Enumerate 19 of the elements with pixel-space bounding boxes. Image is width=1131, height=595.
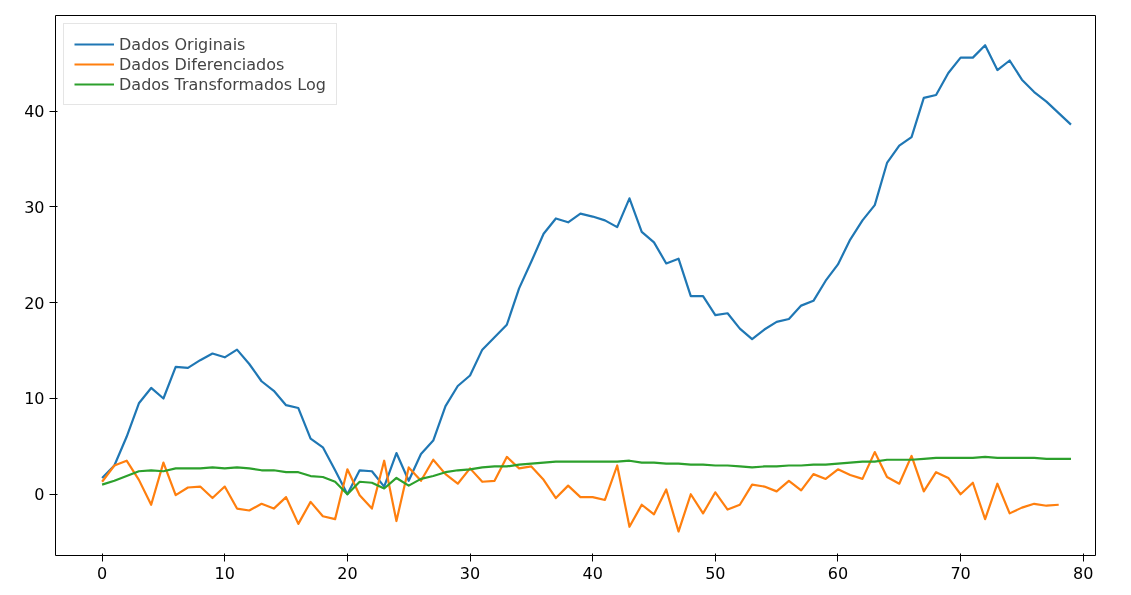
x-tick-label: 10: [214, 563, 235, 583]
x-tick-label: 50: [705, 563, 726, 583]
x-tick-label: 30: [459, 563, 481, 583]
legend-label: Dados Transformados Log: [119, 74, 326, 94]
y-tick-label: 0: [34, 485, 45, 505]
y-tick-label: 30: [24, 197, 45, 217]
line-series: [101, 455, 1073, 496]
x-tick-label: 80: [1073, 563, 1094, 583]
x-tick-label: 70: [950, 563, 971, 583]
legend-label: Dados Diferenciados: [119, 54, 285, 74]
x-tick-label: 20: [337, 563, 358, 583]
x-tick-label: 0: [97, 563, 108, 583]
legend-label: Dados Originais: [119, 34, 246, 54]
y-tick-label: 20: [24, 293, 45, 313]
y-tick-label: 10: [24, 389, 45, 409]
line-series: [101, 451, 1060, 533]
x-tick-label: 60: [827, 563, 849, 583]
x-tick-label: 40: [582, 563, 603, 583]
y-tick-label: 40: [24, 102, 45, 122]
